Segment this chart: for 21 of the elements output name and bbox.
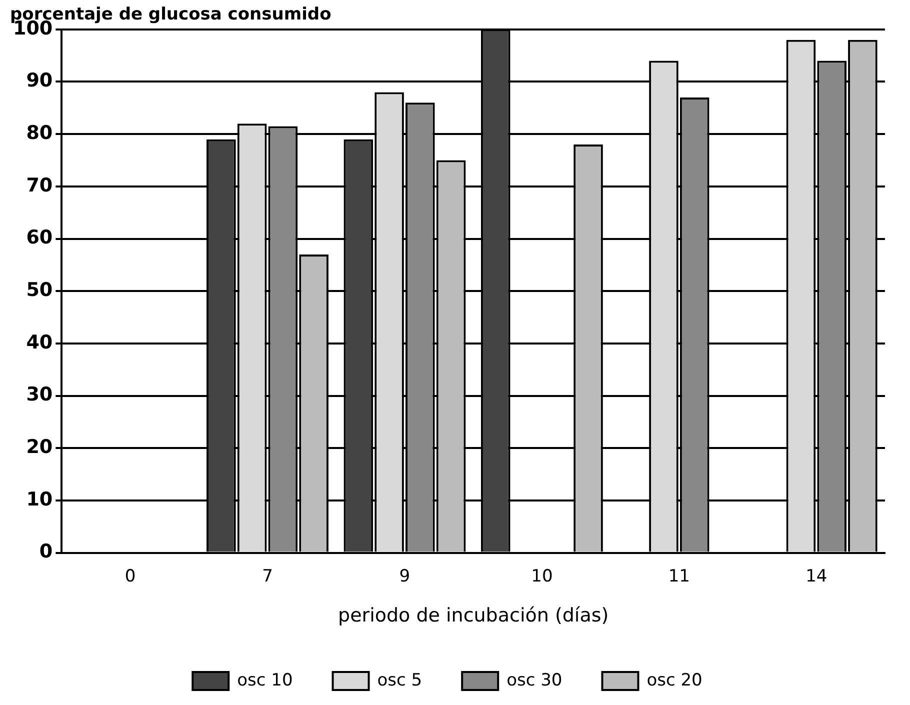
x-tick-label: 0 [124, 566, 136, 586]
y-tick-label: 40 [26, 331, 53, 354]
x-tick-label: 10 [531, 566, 553, 586]
y-tick-label: 70 [26, 174, 53, 196]
x-tick-label: 9 [399, 566, 410, 586]
y-tick-label: 30 [26, 384, 53, 406]
y-tick-label: 80 [26, 122, 53, 144]
y-tick-label: 90 [26, 70, 53, 92]
legend-label: osc 20 [646, 670, 702, 690]
legend-label: osc 30 [506, 670, 562, 690]
y-tick-label: 50 [26, 279, 53, 302]
legend-label: osc 10 [237, 670, 293, 690]
x-tick-label: 14 [806, 566, 828, 586]
y-tick-label: 60 [26, 226, 53, 249]
y-tick-label: 10 [26, 488, 53, 510]
y-tick-label: 0 [39, 540, 53, 563]
x-tick-label: 7 [262, 566, 273, 586]
y-tick-label: 20 [26, 436, 53, 458]
legend-label: osc 5 [377, 670, 422, 690]
x-axis-title: periodo de incubación (días) [338, 604, 609, 627]
x-tick-label: 11 [668, 566, 690, 586]
